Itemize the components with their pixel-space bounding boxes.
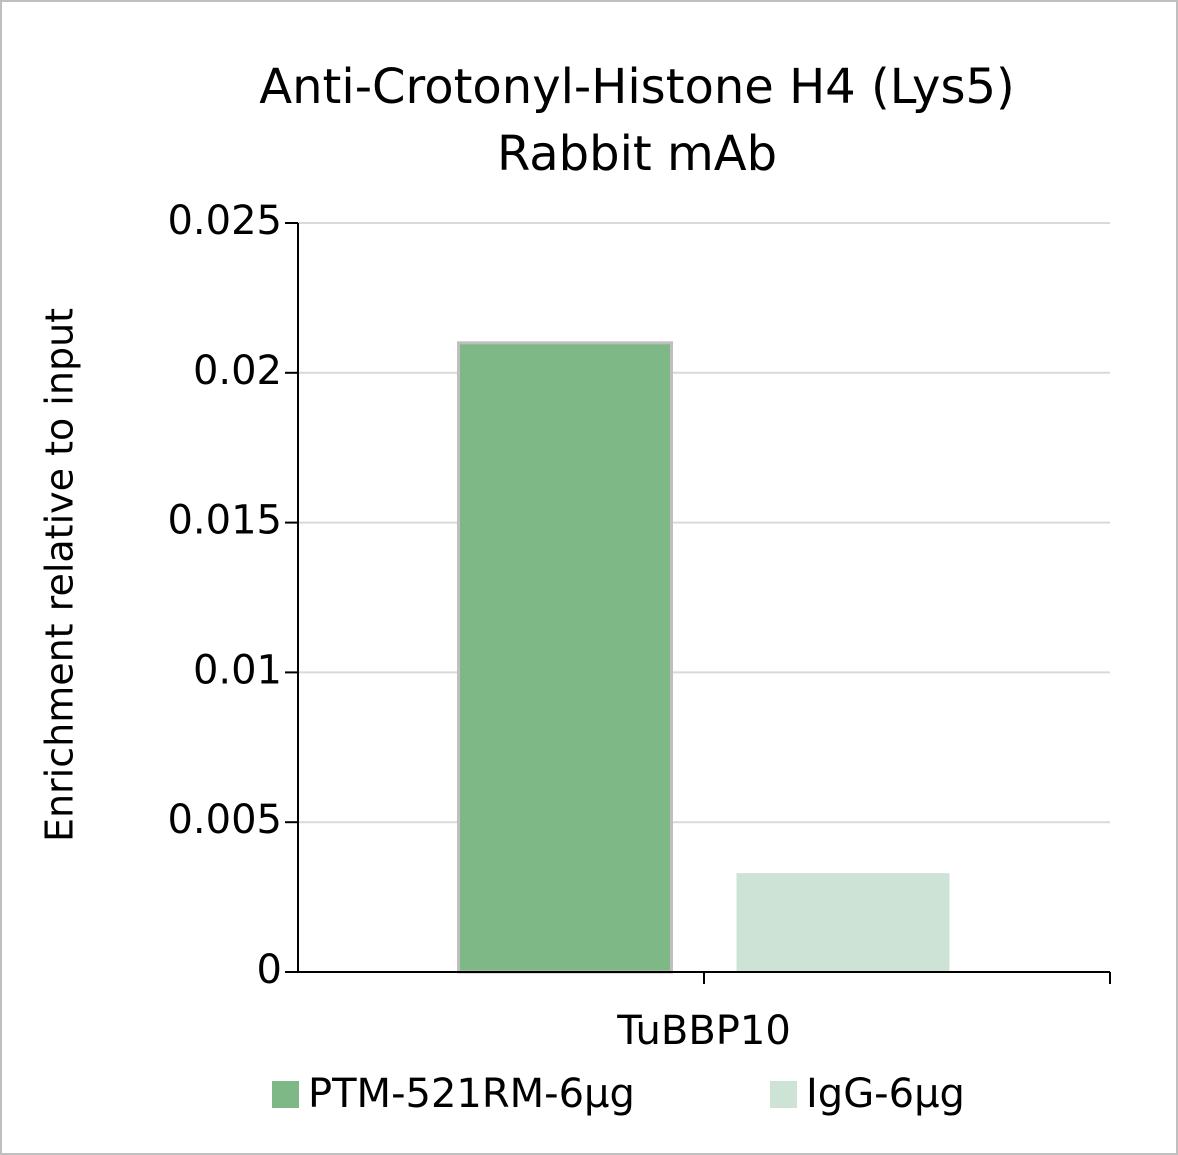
x-tick-label: TuBBP10 [616, 1008, 791, 1054]
y-tick-label: 0.005 [167, 797, 282, 843]
y-tick-label: 0.015 [167, 498, 282, 544]
bar [736, 873, 950, 972]
y-tick-label: 0 [257, 947, 282, 993]
legend-swatch [770, 1081, 797, 1108]
y-axis-label: Enrichment relative to input [38, 308, 82, 842]
chart-title: Anti-Crotonyl-Histone H4 (Lys5) [259, 59, 1014, 115]
legend-label: PTM-521RM-6μg [308, 1071, 635, 1117]
y-tick-label: 0.025 [167, 198, 282, 244]
legend-label: IgG-6μg [806, 1071, 965, 1117]
bar [457, 341, 673, 974]
legend-swatch [272, 1081, 299, 1108]
chart-title: Rabbit mAb [497, 126, 777, 182]
y-tick-label: 0.01 [193, 647, 282, 693]
y-tick-label: 0.02 [193, 348, 282, 394]
